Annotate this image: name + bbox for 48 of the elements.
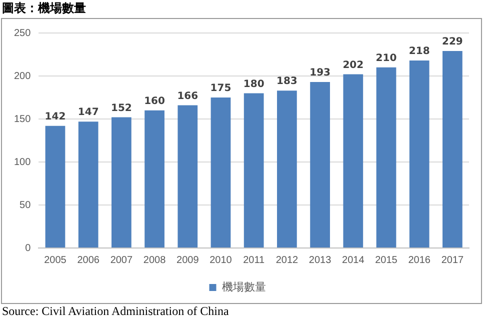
bar <box>244 93 264 248</box>
legend-label: 機場數量 <box>222 282 266 294</box>
data-label: 166 <box>177 90 198 102</box>
bar <box>343 74 364 248</box>
x-tick-label: 2009 <box>176 254 200 266</box>
chart-title: 圖表：機場數量 <box>2 0 86 17</box>
data-label: 180 <box>243 78 264 90</box>
data-label: 229 <box>442 36 463 48</box>
y-tick-label: 100 <box>14 156 32 168</box>
x-tick-label: 2015 <box>375 254 398 266</box>
data-label: 210 <box>376 52 397 64</box>
bar <box>376 67 396 248</box>
data-label: 202 <box>342 60 364 71</box>
x-tick-label: 2011 <box>243 254 266 266</box>
x-tick-label: 2017 <box>441 254 464 266</box>
x-tick-label: 2012 <box>276 254 299 266</box>
y-tick-label: 150 <box>14 114 32 125</box>
y-tick-label: 0 <box>25 242 32 254</box>
x-tick-label: 2016 <box>408 254 431 266</box>
bar <box>178 105 198 248</box>
bar <box>45 126 66 248</box>
data-label: 142 <box>44 111 66 122</box>
bar <box>409 60 430 248</box>
bar <box>210 98 231 248</box>
data-label: 175 <box>210 83 232 94</box>
data-label: 147 <box>78 107 99 118</box>
x-tick-label: 2013 <box>308 254 332 266</box>
data-label: 160 <box>144 96 166 107</box>
data-label: 152 <box>111 102 132 114</box>
data-label: 218 <box>408 46 430 58</box>
x-tick-label: 2008 <box>143 254 166 266</box>
bar <box>78 122 98 248</box>
source-note: Source: Civil Aviation Administration of China <box>2 304 229 319</box>
bar <box>112 117 132 248</box>
y-tick-label: 250 <box>14 28 32 39</box>
x-tick-label: 2014 <box>342 254 365 266</box>
y-tick-label: 200 <box>14 70 32 82</box>
bar <box>277 90 297 248</box>
data-label: 183 <box>276 76 298 88</box>
x-tick-label: 2010 <box>210 254 232 266</box>
data-label: 193 <box>310 68 331 79</box>
y-tick-label: 50 <box>20 200 32 211</box>
x-tick-label: 2006 <box>77 254 100 266</box>
x-tick-label: 2005 <box>44 254 67 266</box>
bar <box>442 51 462 248</box>
x-tick-label: 2007 <box>110 254 133 266</box>
bar <box>144 110 164 248</box>
bar <box>310 82 330 248</box>
